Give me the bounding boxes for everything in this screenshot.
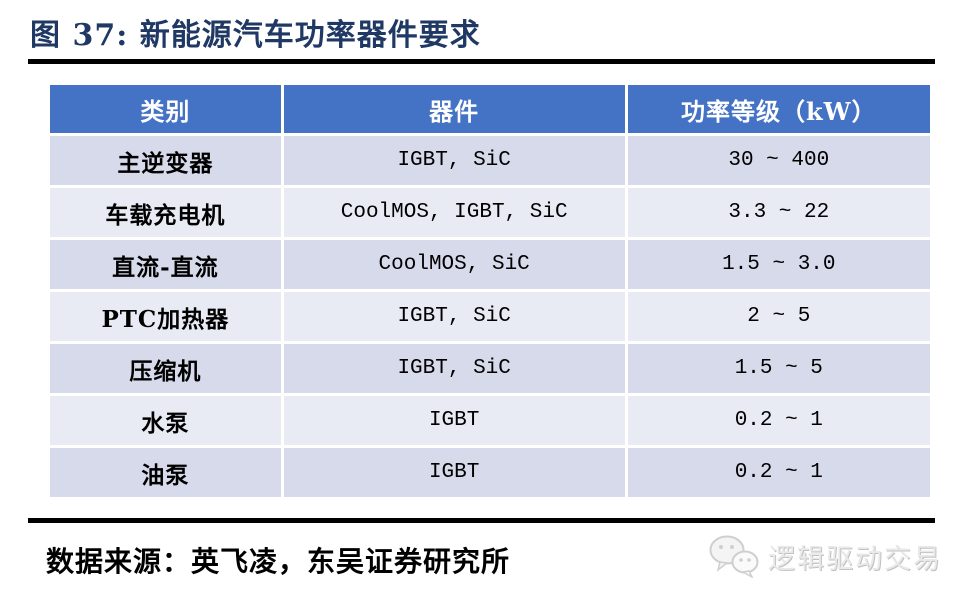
table-row: 直流-直流 CoolMOS, SiC 1.5 ~ 3.0 xyxy=(50,240,930,289)
header-power: 功率等级（kW） xyxy=(627,85,930,133)
figure-title: 图 37: 新能源汽车功率器件要求 xyxy=(30,18,481,53)
table-row: 主逆变器 IGBT, SiC 30 ~ 400 xyxy=(50,136,930,185)
bottom-divider xyxy=(28,518,935,523)
device-cell: IGBT, SiC xyxy=(283,136,625,185)
data-source-note: 数据来源：英飞凌，东吴证券研究所 xyxy=(46,545,511,578)
category-cell: PTC加热器 xyxy=(50,292,281,341)
table-row: 水泵 IGBT 0.2 ~ 1 xyxy=(50,396,930,445)
power-device-table-container: 类别 器件 功率等级（kW） 主逆变器 IGBT, SiC 30 ~ 400 车… xyxy=(47,82,933,500)
power-cell: 0.2 ~ 1 xyxy=(627,396,930,445)
category-cell: 压缩机 xyxy=(50,344,281,393)
device-cell: IGBT, SiC xyxy=(283,344,625,393)
watermark: 逻辑驱动交易 xyxy=(708,534,942,578)
power-cell: 1.5 ~ 3.0 xyxy=(627,240,930,289)
table-row: 车载充电机 CoolMOS, IGBT, SiC 3.3 ~ 22 xyxy=(50,188,930,237)
header-category: 类别 xyxy=(50,85,281,133)
watermark-label: 逻辑驱动交易 xyxy=(768,543,942,575)
table-row: 油泵 IGBT 0.2 ~ 1 xyxy=(50,448,930,497)
device-cell: CoolMOS, IGBT, SiC xyxy=(283,188,625,237)
table-row: 压缩机 IGBT, SiC 1.5 ~ 5 xyxy=(50,344,930,393)
power-cell: 30 ~ 400 xyxy=(627,136,930,185)
device-cell: IGBT xyxy=(283,396,625,445)
power-cell: 0.2 ~ 1 xyxy=(627,448,930,497)
power-device-table: 类别 器件 功率等级（kW） 主逆变器 IGBT, SiC 30 ~ 400 车… xyxy=(47,82,933,500)
header-device: 器件 xyxy=(283,85,625,133)
table-header-row: 类别 器件 功率等级（kW） xyxy=(50,85,930,133)
top-divider xyxy=(28,59,935,64)
category-cell: 水泵 xyxy=(50,396,281,445)
device-cell: IGBT, SiC xyxy=(283,292,625,341)
power-cell: 3.3 ~ 22 xyxy=(627,188,930,237)
category-cell: 主逆变器 xyxy=(50,136,281,185)
category-cell: 直流-直流 xyxy=(50,240,281,289)
power-cell: 1.5 ~ 5 xyxy=(627,344,930,393)
power-cell: 2 ~ 5 xyxy=(627,292,930,341)
wechat-icon xyxy=(709,535,759,578)
category-cell: 车载充电机 xyxy=(50,188,281,237)
device-cell: IGBT xyxy=(283,448,625,497)
device-cell: CoolMOS, SiC xyxy=(283,240,625,289)
table-row: PTC加热器 IGBT, SiC 2 ~ 5 xyxy=(50,292,930,341)
category-cell: 油泵 xyxy=(50,448,281,497)
